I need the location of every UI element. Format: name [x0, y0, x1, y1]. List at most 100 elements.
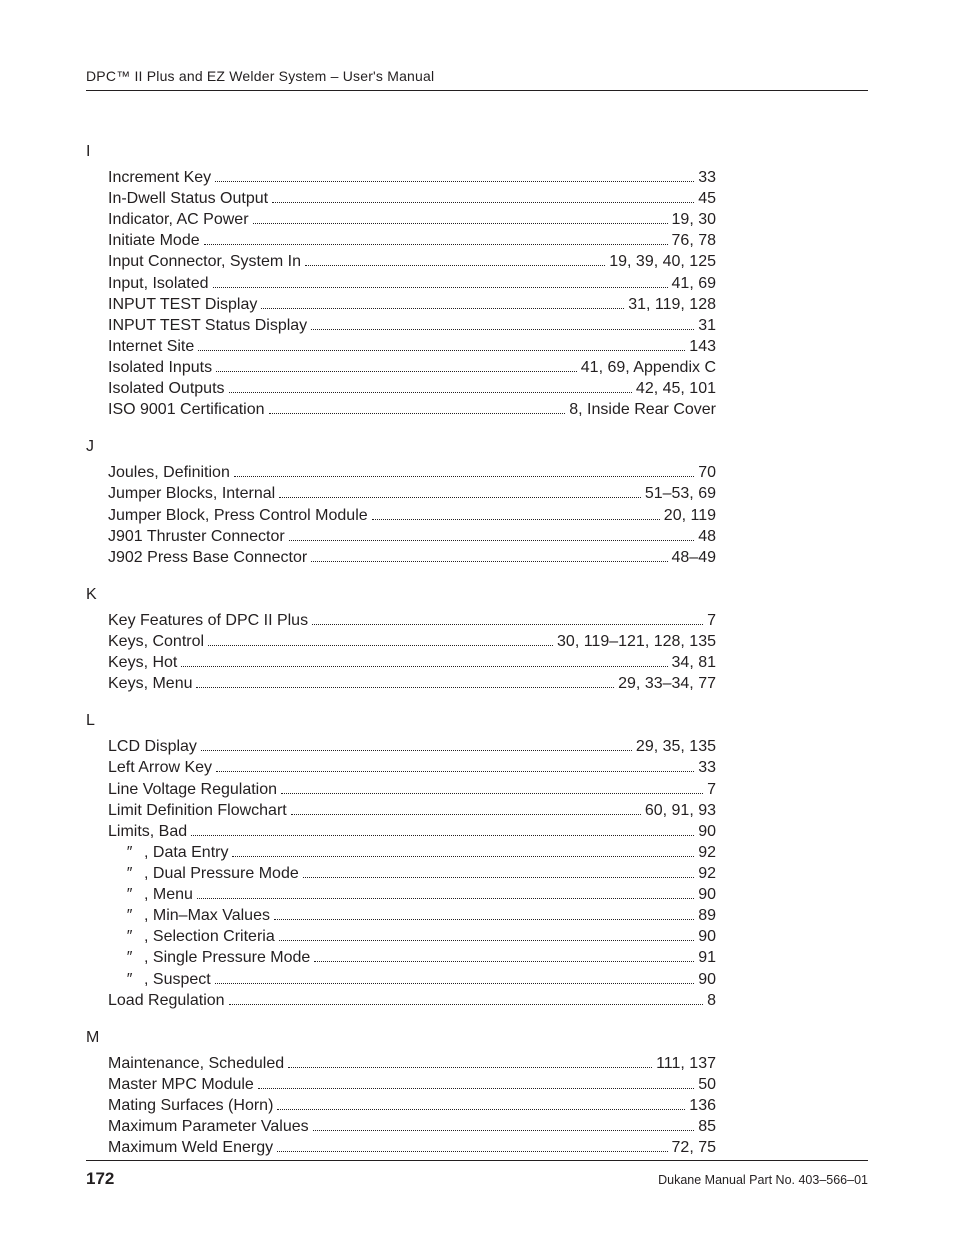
index-section-entries: LCD Display29, 35, 135Left Arrow Key33Li…	[108, 736, 716, 1010]
index-section-entries: Maintenance, Scheduled111, 137Master MPC…	[108, 1053, 716, 1159]
index-entry-label: Keys, Hot	[108, 652, 177, 673]
index-entry: Increment Key33	[108, 167, 716, 188]
index-block: I Increment Key33In-Dwell Status Output45…	[86, 143, 868, 1158]
index-entry: J901 Thruster Connector48	[108, 526, 716, 547]
index-entry-label: Indicator, AC Power	[108, 209, 249, 230]
leader-dots	[289, 530, 695, 541]
index-entry-text: , Menu	[144, 886, 193, 903]
index-entry: ″, Single Pressure Mode91	[108, 947, 716, 968]
leader-dots	[229, 994, 704, 1005]
index-entry-pages: 7	[707, 610, 716, 631]
index-section-letter: L	[86, 712, 868, 730]
index-entry: Input, Isolated 41, 69	[108, 273, 716, 294]
leader-dots	[213, 277, 668, 288]
index-entry: Jumper Blocks, Internal51–53, 69	[108, 483, 716, 504]
leader-dots	[372, 509, 660, 520]
index-entry-label: Input, Isolated	[108, 273, 209, 294]
index-entry-text: , Suspect	[144, 971, 211, 988]
index-entry-label: Joules, Definition	[108, 462, 230, 483]
index-entry-pages: 41, 69	[672, 273, 716, 294]
index-entry-pages: 42, 45, 101	[636, 378, 716, 399]
ditto-mark: ″	[126, 905, 144, 926]
index-entry: ″, Min–Max Values 89	[108, 905, 716, 926]
leader-dots	[215, 171, 694, 182]
index-entry-label: Line Voltage Regulation	[108, 779, 277, 800]
index-entry-label: Initiate Mode	[108, 230, 200, 251]
leader-dots	[272, 193, 694, 204]
index-entry: Keys, Menu29, 33–34, 77	[108, 673, 716, 694]
index-entry-label: Key Features of DPC II Plus	[108, 610, 308, 631]
leader-dots	[277, 1099, 685, 1110]
leader-dots	[181, 656, 667, 667]
index-entry: Joules, Definition70	[108, 462, 716, 483]
index-entry-pages: 20, 119	[664, 505, 716, 526]
index-entry: LCD Display29, 35, 135	[108, 736, 716, 757]
index-entry-pages: 19, 30	[672, 209, 716, 230]
index-entry-label: Jumper Block, Press Control Module	[108, 505, 368, 526]
index-entry-text: , Selection Criteria	[144, 928, 275, 945]
index-entry: Jumper Block, Press Control Module 20, 11…	[108, 505, 716, 526]
leader-dots	[197, 888, 694, 899]
index-entry-label: Input Connector, System In	[108, 251, 301, 272]
index-entry-label: Load Regulation	[108, 990, 225, 1011]
ditto-mark: ″	[126, 947, 144, 968]
index-entry: In-Dwell Status Output45	[108, 188, 716, 209]
index-entry-pages: 90	[698, 821, 716, 842]
index-entry-pages: 19, 39, 40, 125	[609, 251, 716, 272]
index-entry-label: Master MPC Module	[108, 1074, 254, 1095]
leader-dots	[204, 235, 668, 246]
index-entry-label: Keys, Control	[108, 631, 204, 652]
index-entry-label: Isolated Inputs	[108, 357, 212, 378]
leader-dots	[215, 973, 695, 984]
index-entry-pages: 34, 81	[672, 652, 716, 673]
leader-dots	[196, 678, 614, 689]
leader-dots	[253, 214, 668, 225]
index-entry-label: Increment Key	[108, 167, 211, 188]
index-entry: Maximum Weld Energy 72, 75	[108, 1137, 716, 1158]
index-entry-label: ″, Menu	[108, 884, 193, 905]
index-entry: ″, Selection Criteria90	[108, 926, 716, 947]
leader-dots	[312, 614, 703, 625]
index-entry: ″, Suspect90	[108, 969, 716, 990]
page-number: 172	[86, 1169, 114, 1189]
leader-dots	[288, 1057, 652, 1068]
index-entry-label: J902 Press Base Connector	[108, 547, 307, 568]
index-section-letter: I	[86, 143, 868, 161]
index-entry-pages: 48	[698, 526, 716, 547]
page-footer: 172 Dukane Manual Part No. 403–566–01	[86, 1160, 868, 1189]
index-entry-text: , Dual Pressure Mode	[144, 865, 299, 882]
index-entry-label: ″, Min–Max Values	[108, 905, 270, 926]
leader-dots	[313, 1120, 695, 1131]
index-entry: J902 Press Base Connector48–49	[108, 547, 716, 568]
index-entry-pages: 92	[698, 842, 716, 863]
index-entry: Maximum Parameter Values85	[108, 1116, 716, 1137]
page: DPC™ II Plus and EZ Welder System – User…	[0, 0, 954, 1235]
ditto-mark: ″	[126, 884, 144, 905]
index-entry: ISO 9001 Certification8, Inside Rear Cov…	[108, 399, 716, 420]
index-entry: Mating Surfaces (Horn)136	[108, 1095, 716, 1116]
index-section-letter: M	[86, 1029, 868, 1047]
leader-dots	[216, 762, 694, 773]
leader-dots	[261, 298, 624, 309]
ditto-mark: ″	[126, 926, 144, 947]
index-entry-pages: 91	[698, 947, 716, 968]
index-entry: Keys, Control30, 119–121, 128, 135	[108, 631, 716, 652]
index-entry-label: Mating Surfaces (Horn)	[108, 1095, 273, 1116]
index-entry: ″, Data Entry92	[108, 842, 716, 863]
index-entry-pages: 90	[698, 884, 716, 905]
index-entry-pages: 76, 78	[672, 230, 716, 251]
leader-dots	[269, 404, 566, 415]
index-entry-text: , Data Entry	[144, 844, 228, 861]
index-entry-label: Keys, Menu	[108, 673, 192, 694]
leader-dots	[258, 1078, 694, 1089]
index-entry-label: Left Arrow Key	[108, 757, 212, 778]
index-entry-pages: 72, 75	[672, 1137, 716, 1158]
index-entry-pages: 90	[698, 969, 716, 990]
leader-dots	[279, 488, 641, 499]
index-entry: Input Connector, System In 19, 39, 40, 12…	[108, 251, 716, 272]
leader-dots	[314, 952, 694, 963]
index-entry-label: Maximum Weld Energy	[108, 1137, 273, 1158]
leader-dots	[234, 467, 694, 478]
leader-dots	[232, 846, 694, 857]
index-entry-pages: 89	[698, 905, 716, 926]
